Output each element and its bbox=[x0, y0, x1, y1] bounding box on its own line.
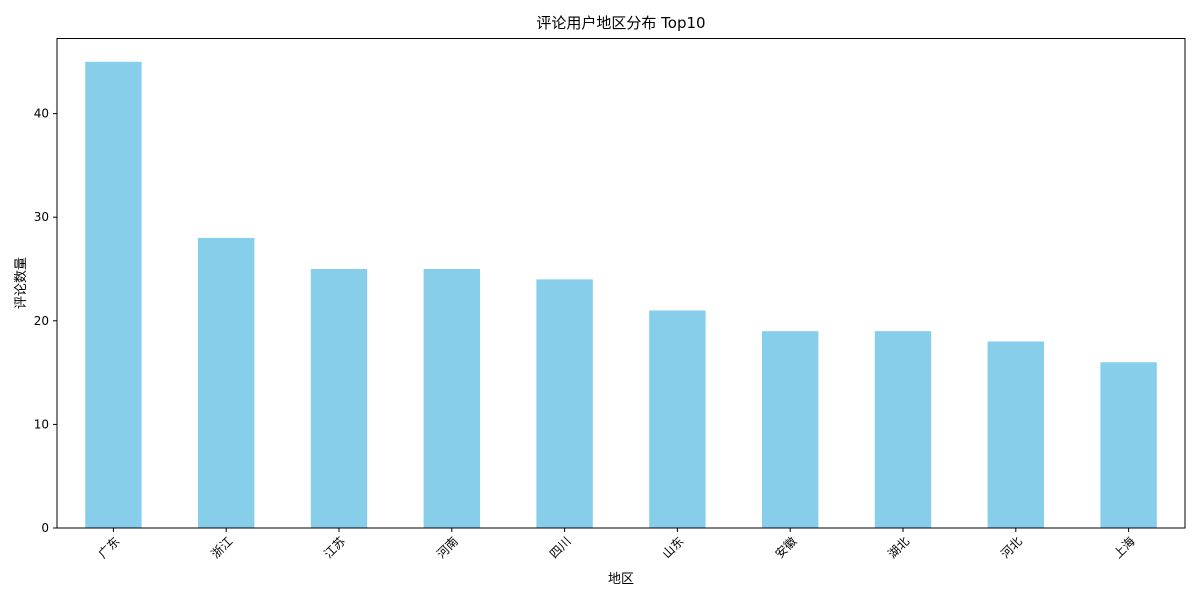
bar-安徽 bbox=[762, 331, 819, 528]
y-axis-label: 评论数量 bbox=[14, 257, 29, 309]
x-tick-label: 河北 bbox=[998, 534, 1025, 561]
chart-title: 评论用户地区分布 Top10 bbox=[536, 14, 705, 32]
bar-广东 bbox=[85, 61, 142, 529]
x-axis-label: 地区 bbox=[608, 572, 634, 587]
x-tick-label: 山东 bbox=[660, 534, 687, 561]
x-tick-label: 上海 bbox=[1110, 534, 1138, 562]
x-tick-label: 河南 bbox=[433, 534, 461, 562]
y-axis: 0 10 20 30 40 bbox=[34, 107, 57, 535]
plot-frame bbox=[56, 38, 1186, 529]
x-tick-label: 江苏 bbox=[321, 534, 348, 561]
bar-山东 bbox=[649, 310, 706, 528]
x-tick-label: 安徽 bbox=[772, 534, 800, 562]
x-tick-label: 湖北 bbox=[885, 534, 913, 562]
y-tick-label: 30 bbox=[34, 210, 49, 224]
y-tick-label: 0 bbox=[41, 521, 49, 535]
bar-湖北 bbox=[874, 331, 932, 528]
y-tick-label: 40 bbox=[34, 107, 49, 121]
bars-group bbox=[85, 61, 1157, 529]
bar-四川 bbox=[536, 279, 593, 528]
x-tick-label: 四川 bbox=[547, 534, 574, 561]
bar-上海 bbox=[1100, 362, 1157, 528]
bar-浙江 bbox=[198, 237, 255, 528]
bar-河北 bbox=[987, 341, 1044, 528]
y-tick-label: 20 bbox=[34, 314, 49, 328]
bar-河南 bbox=[423, 269, 480, 528]
x-tick-label: 广东 bbox=[96, 534, 123, 561]
y-tick-label: 10 bbox=[34, 417, 49, 431]
bar-江苏 bbox=[310, 269, 368, 528]
x-tick-label: 浙江 bbox=[208, 534, 235, 561]
x-axis: 广东 浙江 江苏 河南 四川 山东 安徽 湖北 河北 上海 bbox=[96, 528, 1138, 561]
